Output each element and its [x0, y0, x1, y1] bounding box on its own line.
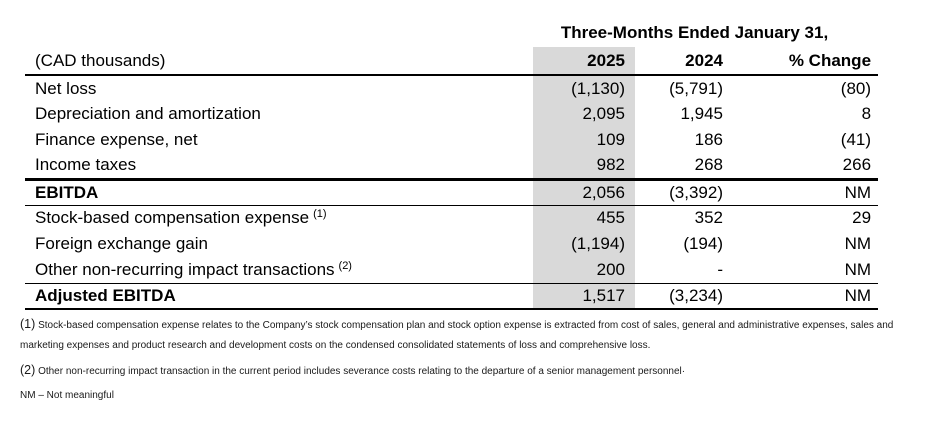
footnote-2-text: Other non-recurring impact transaction i…	[38, 366, 686, 377]
value-change: 266	[733, 153, 879, 181]
row-label: Depreciation and amortization	[35, 104, 261, 123]
row-label: Finance expense, net	[35, 130, 198, 149]
table-row-foreign-exchange-gain: Foreign exchange gain (1,194) (194) NM	[25, 231, 878, 257]
value-change: NM	[733, 179, 879, 206]
value-change: 29	[852, 208, 872, 228]
value-change: (41)	[840, 130, 872, 149]
value-2024: (194)	[683, 234, 723, 253]
value-2024: 352	[694, 208, 723, 228]
value-change: NM	[844, 234, 872, 253]
units-label: (CAD thousands)	[25, 47, 533, 76]
row-label: EBITDA	[35, 182, 99, 202]
table-row-net-loss: Net loss (1,130) (5,791) (80)	[25, 75, 878, 101]
value-2025: 109	[533, 127, 635, 153]
ebitda-reconciliation-table: Three-Months Ended January 31, (CAD thou…	[25, 18, 879, 310]
row-label: Net loss	[35, 78, 97, 98]
period-header-spacer	[25, 18, 533, 47]
col-header-2024: 2024	[635, 47, 733, 76]
period-header: Three-Months Ended January 31,	[560, 22, 829, 42]
footnote-1: (1) Stock-based compensation expense rel…	[20, 314, 928, 356]
period-header-row: Three-Months Ended January 31,	[25, 18, 878, 47]
footnotes: (1) Stock-based compensation expense rel…	[20, 314, 928, 410]
value-2025: 2,056	[533, 179, 635, 206]
row-label: Other non-recurring impact transactions	[35, 259, 335, 279]
column-header-row: (CAD thousands) 2025 2024 % Change	[25, 47, 879, 76]
col-header-percent-change: % Change	[733, 47, 879, 76]
table-row-ebitda: EBITDA 2,056 (3,392) NM	[25, 179, 879, 206]
value-2025: 1,517	[533, 283, 635, 310]
footnote-2-marker: (2)	[20, 363, 36, 377]
table-row-income-taxes: Income taxes 982 268 266	[25, 153, 879, 181]
value-change: (80)	[840, 78, 872, 98]
value-2024: 268	[635, 153, 733, 181]
value-change: NM	[733, 257, 879, 284]
col-header-2025: 2025	[533, 47, 635, 76]
value-change: NM	[733, 283, 879, 310]
table-row-other-non-recurring: Other non-recurring impact transactions(…	[25, 257, 879, 284]
value-2024: (3,234)	[635, 283, 733, 310]
row-label: Stock-based compensation expense	[35, 208, 310, 228]
value-change: 8	[861, 104, 872, 123]
row-label: Foreign exchange gain	[35, 234, 208, 253]
value-2024: 1,945	[680, 104, 723, 123]
nm-definition: NM – Not meaningful	[20, 390, 114, 401]
footnote-1-text: Stock-based compensation expense relates…	[20, 320, 894, 351]
footnote-ref-2: (2)	[338, 259, 352, 272]
table-row-finance-expense: Finance expense, net 109 186 (41)	[25, 127, 878, 153]
value-2025: (1,130)	[533, 75, 635, 101]
value-2024: (3,392)	[635, 179, 733, 206]
value-2025: 2,095	[533, 101, 635, 127]
value-2025: 455	[533, 205, 635, 231]
row-label: Adjusted EBITDA	[35, 285, 176, 305]
table-row-stock-based-compensation: Stock-based compensation expense (1) 455 …	[25, 205, 878, 231]
row-label: Income taxes	[35, 155, 137, 175]
value-2025: 200	[533, 257, 635, 284]
footnote-2: (2) Other non-recurring impact transacti…	[20, 360, 928, 382]
table-row-adjusted-ebitda: Adjusted EBITDA 1,517 (3,234) NM	[25, 283, 879, 310]
value-2024: (5,791)	[669, 78, 723, 98]
value-2024: 186	[694, 130, 723, 149]
value-2024: -	[635, 257, 733, 284]
footnote-1-marker: (1)	[20, 317, 36, 331]
value-2025: (1,194)	[533, 231, 635, 257]
table-row-depreciation-amortization: Depreciation and amortization 2,095 1,94…	[25, 101, 878, 127]
value-2025: 982	[533, 153, 635, 181]
footnote-ref-1: (1)	[313, 208, 327, 221]
